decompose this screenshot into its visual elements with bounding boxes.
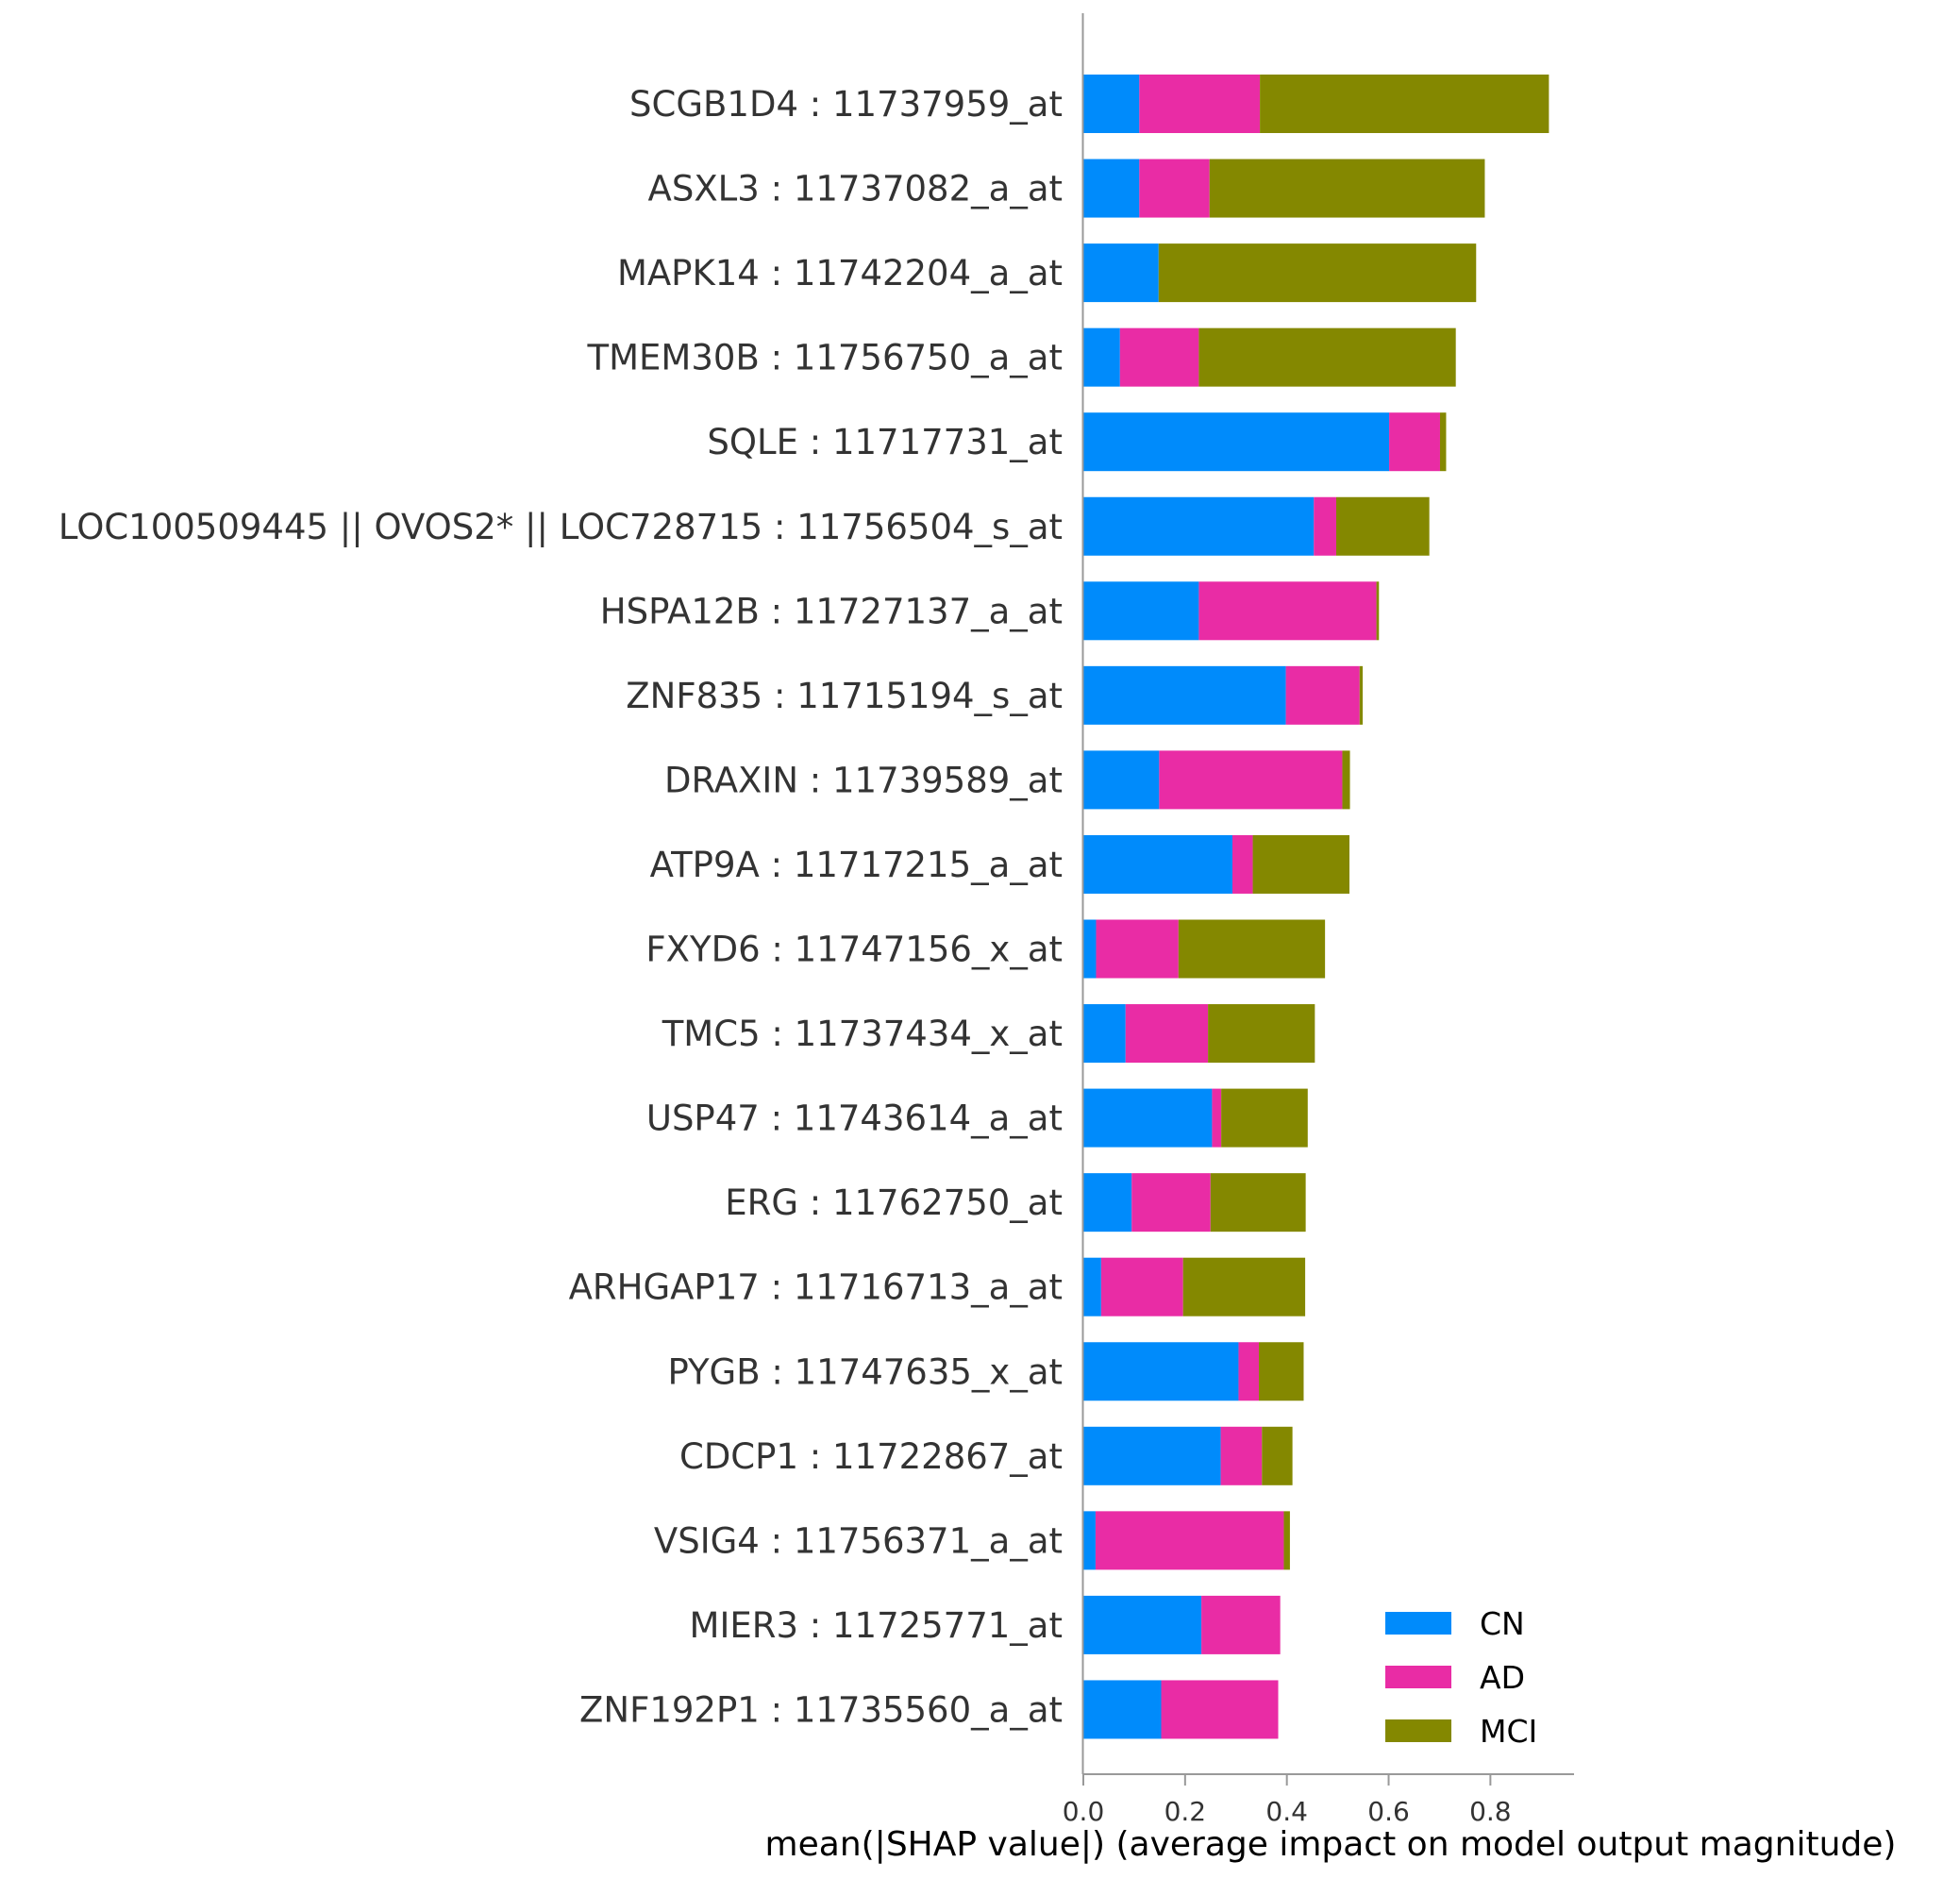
bar-mci-arhgap17 (1182, 1257, 1306, 1316)
category-label: TMEM30B : 11756750_a_at (587, 338, 1063, 378)
category-label: USP47 : 11743614_a_at (646, 1098, 1063, 1139)
category-label: ZNF835 : 11715194_s_at (626, 676, 1063, 716)
category-label: SCGB1D4 : 11737959_at (629, 84, 1063, 125)
bar-ad-fxyd6 (1096, 919, 1179, 979)
bar-mci-asxl3 (1209, 159, 1485, 218)
bar-cn-fxyd6 (1083, 919, 1097, 979)
bar-ad-mier3 (1201, 1595, 1281, 1654)
category-label: ERG : 11762750_at (725, 1182, 1063, 1223)
bar-cn-mier3 (1083, 1595, 1202, 1654)
x-tick-label: 0.4 (1265, 1796, 1308, 1827)
category-label: ASXL3 : 11737082_a_at (648, 169, 1063, 210)
category-label: FXYD6 : 11747156_x_at (645, 930, 1063, 970)
bar-cn-scgb1d4 (1083, 75, 1140, 133)
bar-ad-hspa12b (1198, 581, 1377, 641)
x-tick-label: 0.0 (1063, 1796, 1105, 1827)
bar-ad-znf192p1 (1161, 1680, 1279, 1739)
bar-ad-pygb (1238, 1342, 1260, 1401)
bar-cn-tmem30b (1083, 327, 1120, 387)
bar-ad-asxl3 (1139, 159, 1210, 218)
bar-cn-arhgap17 (1083, 1257, 1101, 1316)
category-label: ATP9A : 11717215_a_at (650, 845, 1063, 885)
bar-ad-sqle (1389, 412, 1440, 472)
x-tick-label: 0.2 (1164, 1796, 1207, 1827)
bar-mci-atp9a (1252, 834, 1350, 894)
bar-cn-erg (1083, 1173, 1132, 1233)
bar-ad-tmem30b (1119, 327, 1199, 387)
bar-ad-draxin (1159, 750, 1343, 810)
x-axis-ticks: 0.0 0.2 0.4 0.6 0.8 (1063, 1774, 1512, 1827)
bar-mci-scgb1d4 (1260, 75, 1550, 133)
legend-swatch-cn (1385, 1612, 1451, 1635)
category-label: HSPA12B : 11727137_a_at (600, 591, 1063, 631)
bar-cn-mapk14 (1083, 243, 1159, 303)
bar-mci-tmc5 (1208, 1004, 1315, 1064)
x-tick-label: 0.8 (1469, 1796, 1512, 1827)
bar-mci-znf835 (1359, 665, 1364, 725)
bar-cn-draxin (1083, 750, 1160, 810)
bar-cn-hspa12b (1083, 581, 1199, 641)
bar-ad-erg (1131, 1173, 1211, 1233)
bar-ad-scgb1d4 (1139, 75, 1261, 133)
bar-ad-vsig4 (1095, 1511, 1284, 1570)
bar-cn-asxl3 (1083, 159, 1140, 218)
bar-cn-loc100509445-ovos2-loc728715 (1083, 496, 1315, 556)
bar-ad-atp9a (1231, 834, 1253, 894)
bar-mci-draxin (1342, 750, 1350, 810)
category-label: TMC5 : 11737434_x_at (662, 1014, 1063, 1054)
legend-swatch-ad (1385, 1666, 1451, 1688)
bar-mci-vsig4 (1283, 1511, 1290, 1570)
category-label: SQLE : 11717731_at (707, 422, 1063, 462)
legend-swatch-mci (1385, 1719, 1451, 1742)
bar-ad-loc100509445-ovos2-loc728715 (1314, 496, 1336, 556)
bar-ad-usp47 (1212, 1088, 1222, 1148)
bar-mci-fxyd6 (1178, 919, 1326, 979)
legend-label-ad: AD (1480, 1659, 1525, 1696)
bar-cn-vsig4 (1083, 1511, 1096, 1570)
bar-mci-loc100509445-ovos2-loc728715 (1335, 496, 1430, 556)
bar-cn-pygb (1083, 1342, 1239, 1401)
category-label: DRAXIN : 11739589_at (664, 760, 1063, 800)
bars-group (1083, 75, 1550, 1739)
legend: CN AD MCI (1385, 1605, 1537, 1750)
category-label: ZNF192P1 : 11735560_a_at (579, 1689, 1063, 1730)
legend-label-mci: MCI (1480, 1713, 1537, 1750)
bar-cn-atp9a (1083, 834, 1232, 894)
x-axis-title: mean(|SHAP value|) (average impact on mo… (765, 1825, 1897, 1864)
bar-mci-erg (1210, 1173, 1306, 1233)
category-label: PYGB : 11747635_x_at (667, 1351, 1063, 1392)
category-label: CDCP1 : 11722867_at (679, 1436, 1063, 1477)
bar-ad-znf835 (1285, 665, 1360, 725)
category-label: LOC100509445 || OVOS2* || LOC728715 : 11… (59, 507, 1063, 547)
bar-mci-mapk14 (1158, 243, 1477, 303)
bar-cn-znf192p1 (1083, 1680, 1162, 1739)
bar-cn-tmc5 (1083, 1004, 1126, 1064)
legend-label-cn: CN (1480, 1605, 1525, 1642)
bar-cn-usp47 (1083, 1088, 1213, 1148)
category-label: MIER3 : 11725771_at (690, 1605, 1063, 1646)
bar-cn-znf835 (1083, 665, 1286, 725)
bar-ad-cdcp1 (1220, 1426, 1263, 1485)
bar-cn-sqle (1083, 412, 1390, 472)
bar-ad-tmc5 (1125, 1004, 1209, 1064)
bar-mci-cdcp1 (1262, 1426, 1293, 1485)
bar-mci-usp47 (1221, 1088, 1308, 1148)
x-tick-label: 0.6 (1367, 1796, 1410, 1827)
bar-mci-hspa12b (1376, 581, 1380, 641)
bar-ad-arhgap17 (1100, 1257, 1183, 1316)
category-labels: SCGB1D4 : 11737959_at ASXL3 : 11737082_a_… (59, 84, 1063, 1730)
bar-mci-tmem30b (1198, 327, 1456, 387)
category-label: VSIG4 : 11756371_a_at (654, 1520, 1063, 1561)
bar-mci-sqle (1439, 412, 1447, 472)
category-label: MAPK14 : 11742204_a_at (617, 253, 1063, 293)
bar-cn-cdcp1 (1083, 1426, 1221, 1485)
category-label: ARHGAP17 : 11716713_a_at (569, 1267, 1063, 1308)
bar-mci-pygb (1259, 1342, 1304, 1401)
